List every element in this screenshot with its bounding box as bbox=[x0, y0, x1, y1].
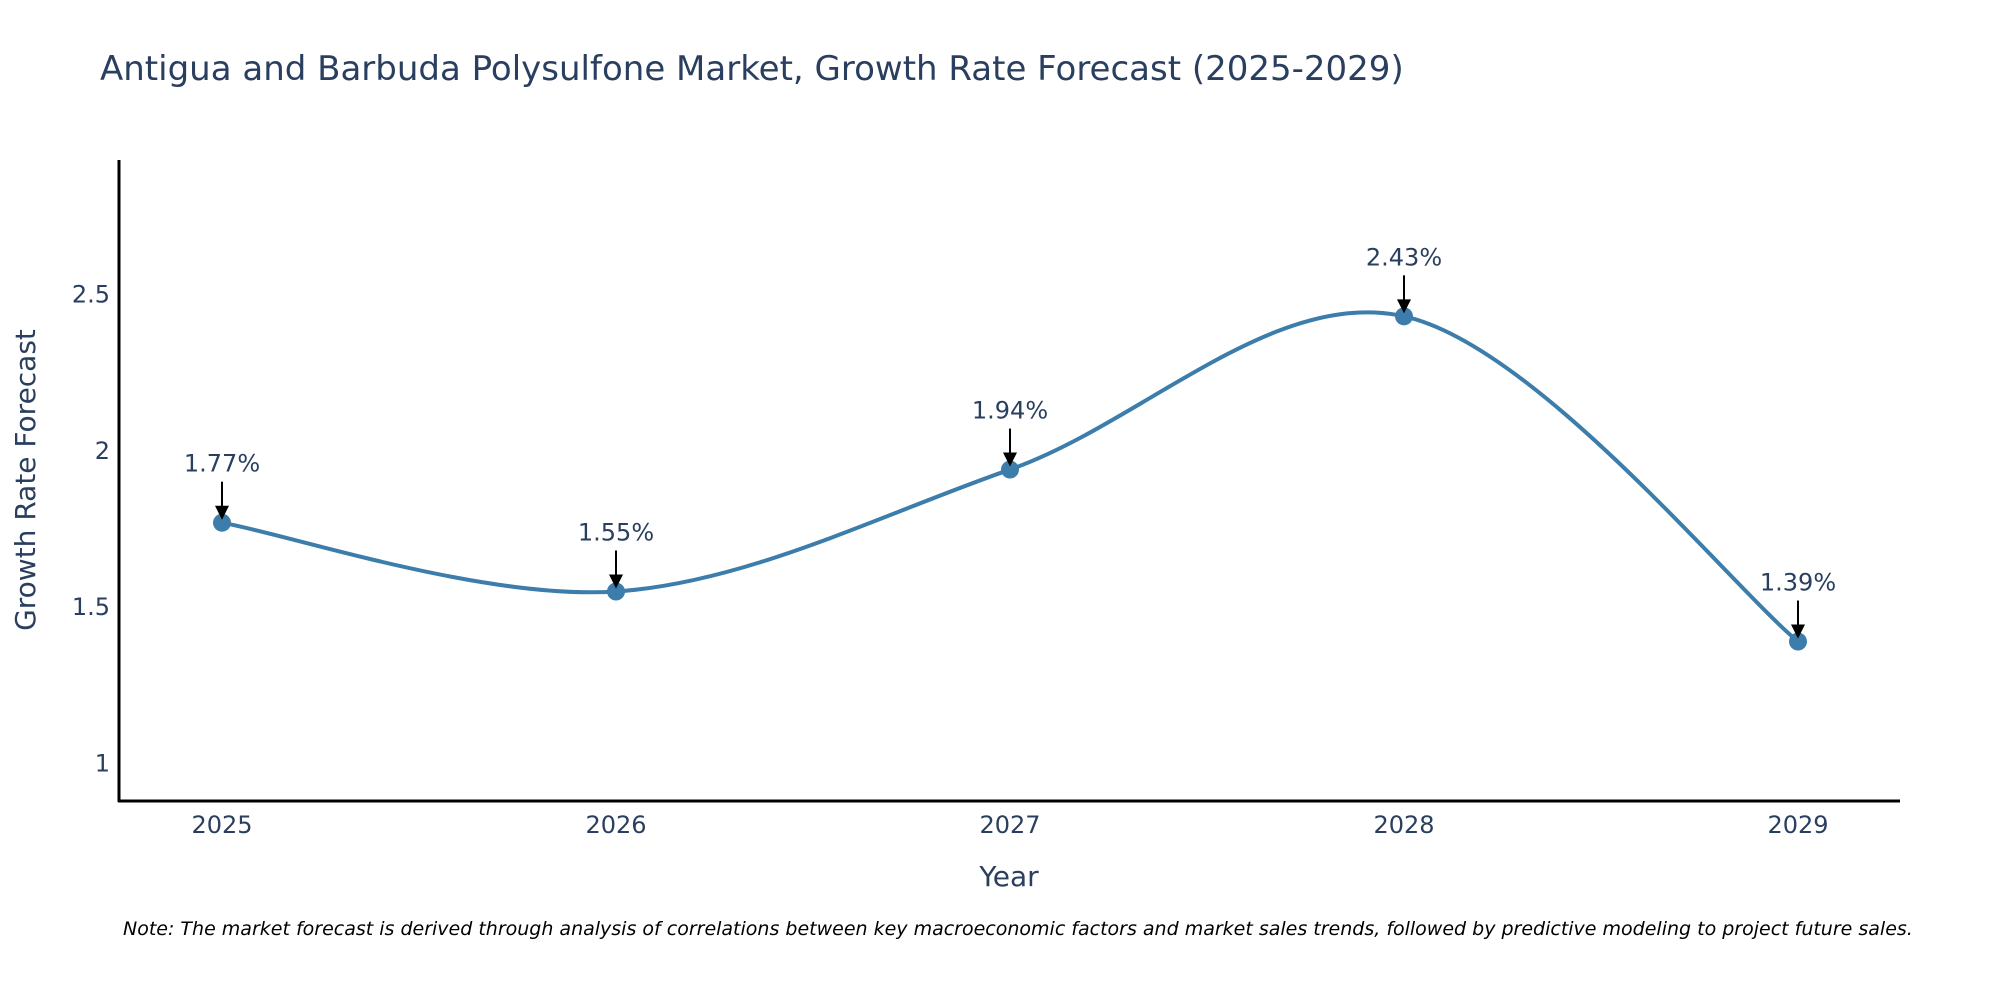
footnote: Note: The market forecast is derived thr… bbox=[123, 918, 1913, 940]
annotation-arrow-head bbox=[1791, 624, 1805, 639]
data-point bbox=[213, 513, 231, 532]
x-tick-label: 2026 bbox=[585, 811, 646, 839]
x-tick-label: 2029 bbox=[1767, 811, 1828, 839]
series-markers bbox=[213, 307, 1807, 651]
annotation-arrow-head bbox=[609, 574, 623, 589]
y-tick-label: 2 bbox=[95, 437, 110, 465]
series-line bbox=[220, 310, 1800, 644]
data-point bbox=[1001, 460, 1019, 479]
y-tick-label: 1 bbox=[95, 749, 110, 777]
y-tick-label: 1.5 bbox=[72, 593, 110, 621]
data-point bbox=[1395, 307, 1413, 326]
data-label: 1.39% bbox=[1760, 569, 1836, 597]
data-label: 1.55% bbox=[578, 519, 654, 547]
data-label: 1.94% bbox=[972, 397, 1048, 425]
x-tick-label: 2028 bbox=[1373, 811, 1434, 839]
data-point bbox=[607, 582, 625, 601]
data-annotations: 1.77% 1.55% 1.94% 2.43% 1.39% bbox=[184, 243, 1836, 639]
annotation-arrow-head bbox=[215, 505, 229, 520]
data-point bbox=[1789, 632, 1807, 651]
x-axis-title: Year bbox=[978, 860, 1039, 893]
data-label: 2.43% bbox=[1366, 243, 1442, 271]
y-axis-title: Growth Rate Forecast bbox=[9, 329, 42, 631]
x-tick-label: 2025 bbox=[191, 811, 252, 839]
x-tick-label: 2027 bbox=[979, 811, 1040, 839]
y-tick-label: 2.5 bbox=[72, 280, 110, 308]
y-tick-labels: 1 1.5 2 2.5 bbox=[72, 280, 110, 777]
annotation-arrow-head bbox=[1397, 299, 1411, 314]
annotation-arrow-head bbox=[1003, 452, 1017, 467]
x-tick-labels: 2025 2026 2027 2028 2029 bbox=[191, 811, 1828, 839]
chart-title: Antigua and Barbuda Polysulfone Market, … bbox=[100, 49, 1404, 89]
data-label: 1.77% bbox=[184, 450, 260, 478]
